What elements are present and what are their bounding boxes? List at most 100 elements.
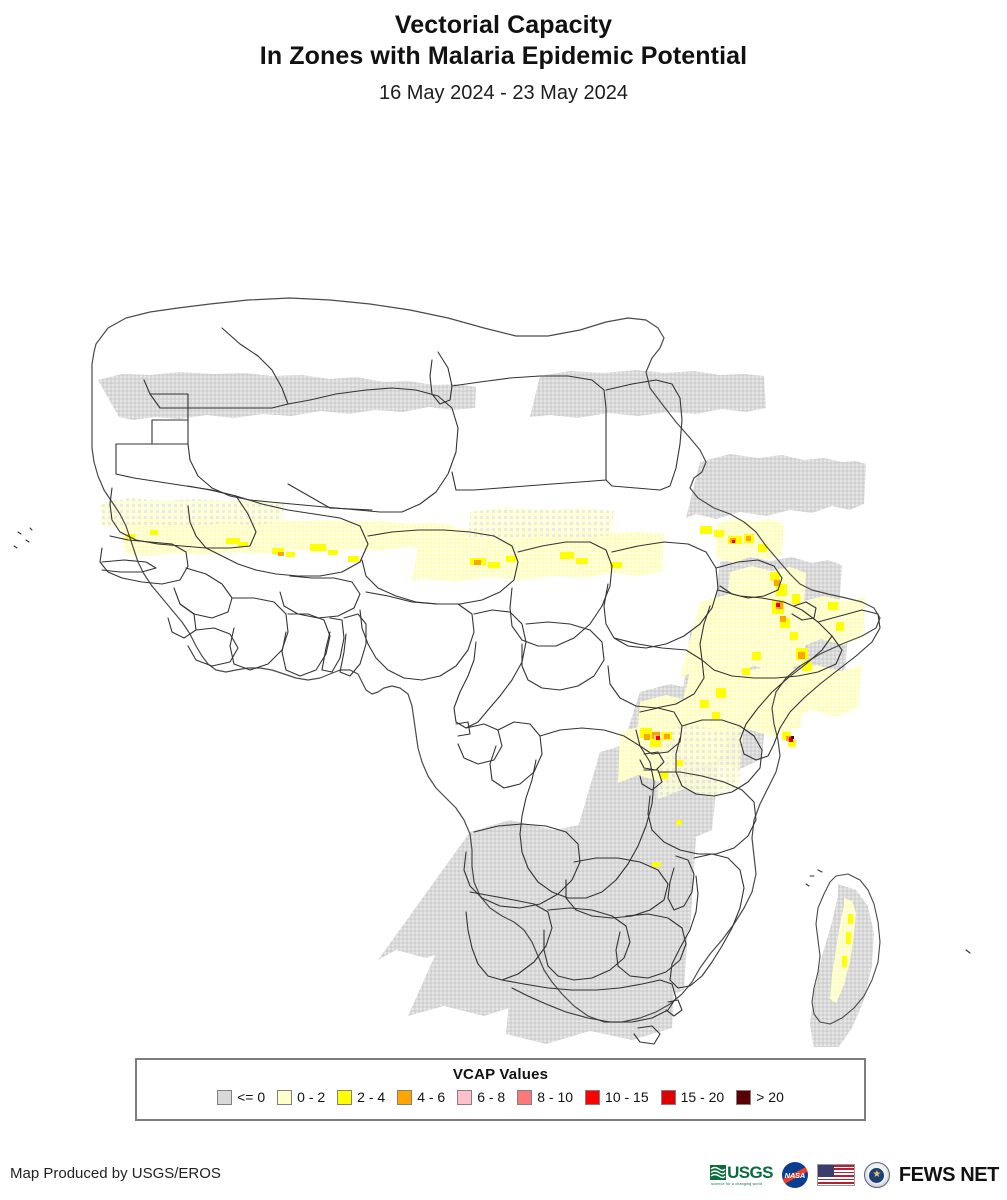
legend-swatch-4-6	[397, 1089, 413, 1105]
africa-coastline	[91, 297, 881, 1023]
border-south-sudan	[607, 637, 705, 709]
legend-item-10-15[interactable]: 10 - 15	[585, 1089, 649, 1105]
legend-item-6-8[interactable]: 6 - 8	[457, 1089, 505, 1105]
us-flag-icon	[816, 1164, 855, 1186]
fews-net-logo[interactable]: FEWS NET	[898, 1160, 1000, 1190]
border-namibia	[465, 891, 553, 981]
border-burundi	[639, 769, 663, 791]
usgs-logo[interactable]: USGS science for a changing world	[710, 1160, 773, 1190]
legend-item-15-20[interactable]: 15 - 20	[660, 1089, 725, 1105]
legend-label-2-4: 2 - 4	[357, 1089, 386, 1105]
legend-swatch-2-4	[337, 1089, 353, 1105]
border-senegal	[99, 535, 189, 585]
border-niger	[361, 529, 519, 605]
raster-class-15-20	[777, 604, 793, 742]
border-tunisia	[429, 351, 453, 405]
border-eswatini	[665, 999, 683, 1017]
fews-net-wordmark: FEWS NET	[898, 1164, 1000, 1186]
country-borders-layer	[13, 297, 971, 1045]
legend-swatch-0-2	[277, 1089, 293, 1105]
legend-swatch-gt20	[736, 1089, 752, 1105]
state-dept-seal-icon: ★	[863, 1162, 890, 1188]
eagle-icon: ★	[872, 1169, 882, 1180]
border-eq-guinea	[455, 721, 471, 737]
border-angola	[463, 823, 581, 909]
map-legend: VCAP Values <= 0 0 - 2 2 - 4 4 - 6 6 - 8…	[135, 1058, 866, 1121]
vcap-raster-layer	[98, 370, 874, 1047]
us-flag-logo[interactable]	[816, 1160, 855, 1190]
border-sudan	[603, 541, 719, 649]
legend-swatch-10-15	[585, 1089, 601, 1105]
legend-item-2-4[interactable]: 2 - 4	[337, 1089, 385, 1105]
border-libya	[451, 375, 607, 491]
border-zambia	[565, 857, 669, 919]
madagascar-outline	[811, 873, 881, 1025]
legend-swatch-8-10	[517, 1089, 533, 1105]
border-rwanda	[639, 751, 665, 771]
seal-inner-disc: ★	[869, 1167, 885, 1183]
legend-item-le0[interactable]: <= 0	[217, 1089, 265, 1105]
border-mali	[187, 485, 369, 577]
border-morocco	[143, 327, 289, 409]
raster-class-gt20	[791, 736, 794, 739]
border-ethiopia	[699, 589, 843, 679]
border-gabon	[457, 723, 503, 765]
border-malawi	[667, 855, 695, 911]
usgs-wordmark: USGS	[727, 1162, 773, 1182]
border-egypt	[605, 379, 683, 491]
page-title-line-1: Vectorial Capacity	[394, 11, 613, 39]
border-algeria	[187, 387, 459, 513]
map-canvas[interactable]	[0, 132, 1007, 1047]
legend-label-4-6: 4 - 6	[417, 1089, 446, 1105]
border-ghana	[281, 613, 331, 677]
date-range-subtitle: 16 May 2024 - 23 May 2024	[378, 82, 629, 104]
legend-item-8-10[interactable]: 8 - 10	[517, 1089, 573, 1105]
border-mauritania	[109, 473, 257, 549]
border-botswana	[543, 907, 631, 981]
comoros-islands	[805, 869, 823, 887]
legend-item-4-6[interactable]: 4 - 6	[397, 1089, 445, 1105]
logo-strip: USGS science for a changing world NASA	[710, 1158, 999, 1192]
border-gambia	[101, 559, 157, 573]
africa-map[interactable]	[0, 132, 1007, 1047]
border-chad	[509, 541, 613, 647]
legend-label-6-8: 6 - 8	[477, 1089, 506, 1105]
border-tanzania	[647, 771, 757, 855]
border-south-africa	[501, 979, 677, 1023]
border-cameroon	[453, 609, 527, 729]
usgs-wave-icon	[710, 1165, 727, 1180]
legend-title: VCAP Values	[452, 1066, 549, 1083]
legend-label-10-15: 10 - 15	[605, 1089, 649, 1105]
usgs-tagline: science for a changing world	[711, 1181, 763, 1186]
border-algeria-mali	[287, 483, 373, 511]
legend-label-8-10: 8 - 10	[537, 1089, 574, 1105]
border-benin	[339, 613, 367, 677]
border-uganda	[635, 707, 683, 755]
border-cote-divoire	[229, 597, 289, 671]
state-dept-seal-logo[interactable]: ★	[863, 1160, 890, 1190]
border-mozambique	[669, 853, 745, 989]
mauritius-island	[965, 949, 971, 954]
border-togo	[321, 617, 345, 673]
page-header: Vectorial Capacity In Zones with Malaria…	[0, 0, 1007, 108]
legend-label-le0: <= 0	[237, 1089, 266, 1105]
border-somalia	[739, 609, 881, 761]
legend-label-15-20: 15 - 20	[680, 1089, 725, 1105]
border-sierra-leone	[167, 603, 197, 639]
legend-label-0-2: 0 - 2	[297, 1089, 326, 1105]
nasa-logo[interactable]: NASA	[781, 1160, 808, 1190]
border-zimbabwe	[615, 913, 687, 979]
legend-item-gt20[interactable]: > 20	[736, 1089, 784, 1105]
border-djibouti	[791, 601, 817, 621]
legend-items: <= 0 0 - 2 2 - 4 4 - 6 6 - 8 8 - 10 10 -…	[137, 1089, 864, 1105]
legend-swatch-le0	[217, 1089, 233, 1105]
border-nigeria	[359, 591, 475, 681]
page-title-line-2: In Zones with Malaria Epidemic Potential	[259, 42, 748, 70]
legend-item-0-2[interactable]: 0 - 2	[277, 1089, 325, 1105]
border-congo	[489, 721, 543, 789]
page-footer: Map Produced by USGS/EROS USGS science f…	[0, 1150, 1007, 1200]
cape-verde-islands	[13, 527, 33, 549]
border-drc	[519, 727, 655, 899]
nasa-wordmark: NASA	[784, 1170, 806, 1180]
border-burkina-faso	[279, 575, 361, 619]
